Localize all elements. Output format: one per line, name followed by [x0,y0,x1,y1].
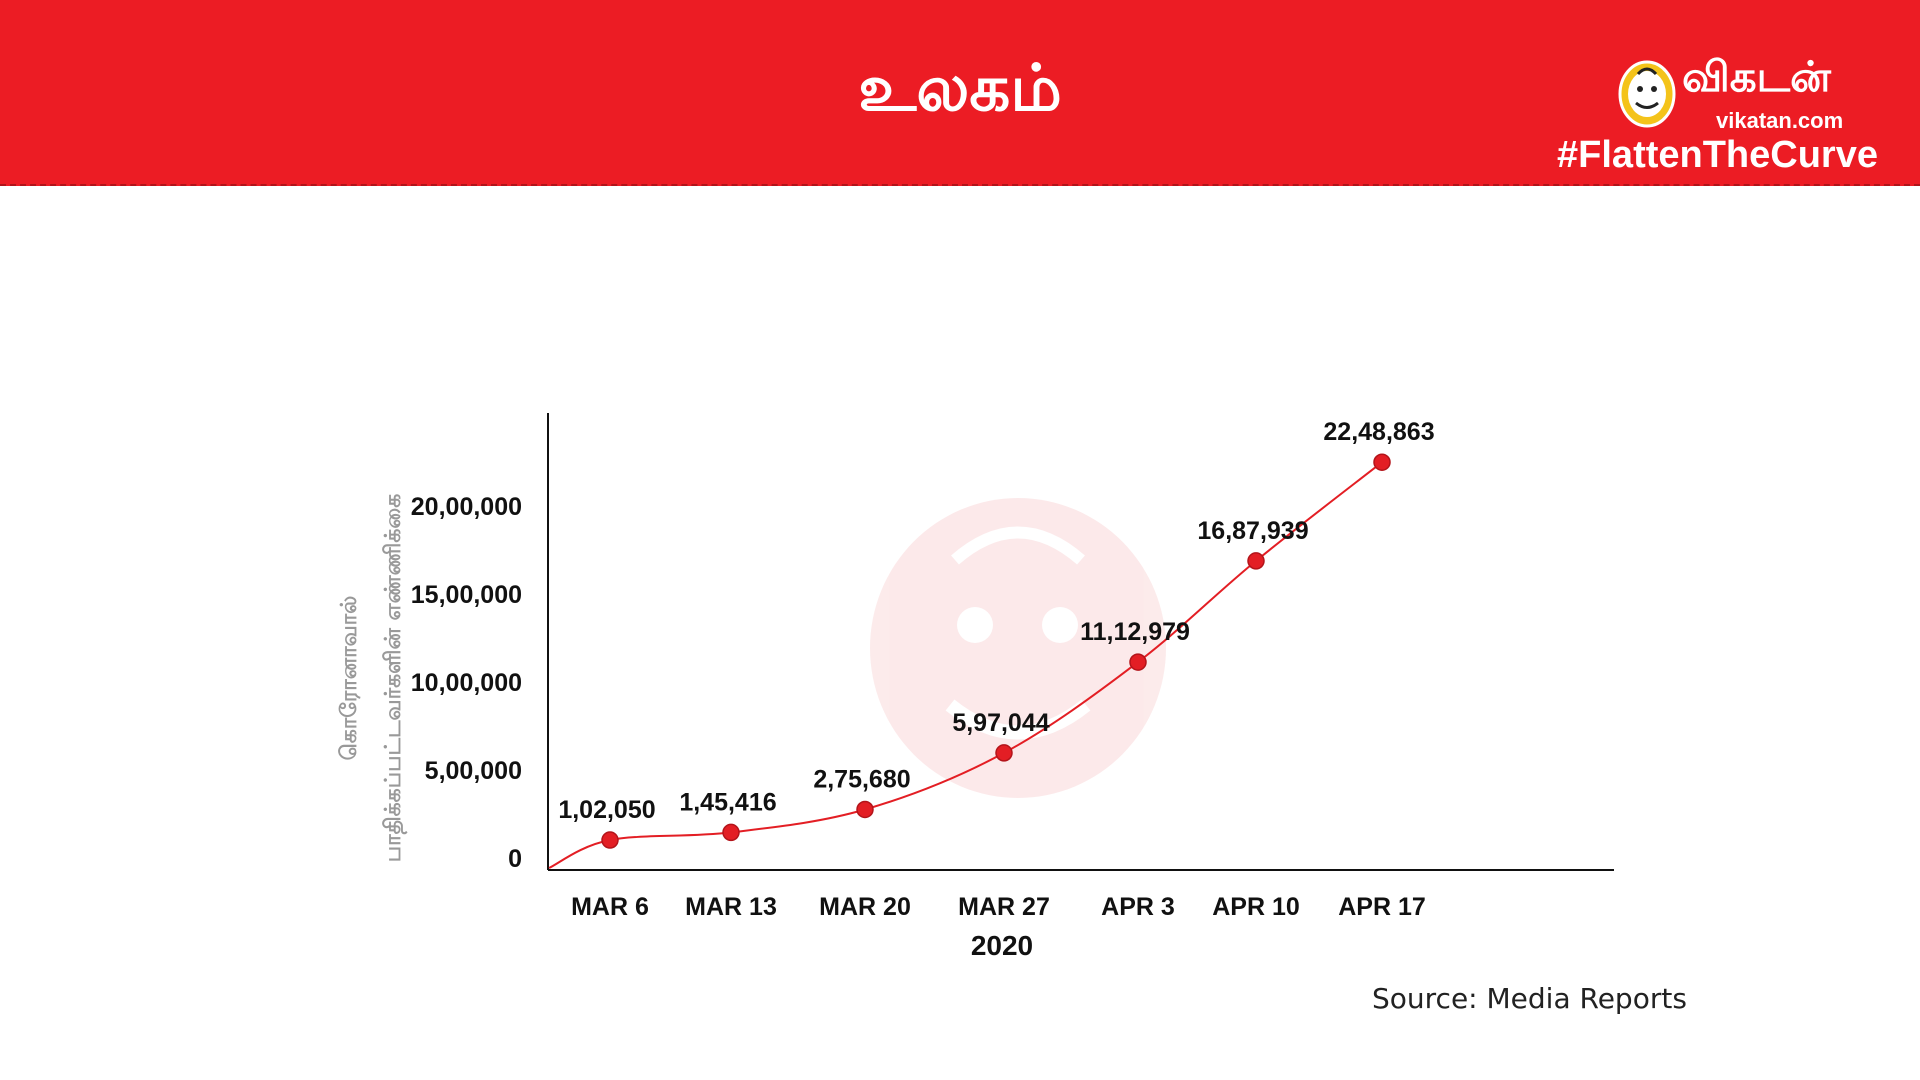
vikatan-mascot-icon [1618,60,1676,128]
x-tick-label: MAR 20 [819,893,911,921]
brand-logo[interactable]: விகடன் vikatan.com [1616,52,1876,133]
page-title: உலகம் [858,52,1062,126]
x-tick-label: MAR 13 [685,893,777,921]
brand-name: விகடன் [1682,52,1831,101]
data-point [722,823,740,842]
source-note: Source: Media Reports [1372,982,1687,1015]
y-axis-title-line-2: பாதிக்கப்பட்டவர்களின் எண்ணிக்கை [381,494,408,863]
data-label: 11,12,979 [1080,618,1190,646]
data-label: 16,87,939 [1197,517,1308,545]
y-tick-label: 20,00,000 [411,493,522,521]
x-tick-label: MAR 27 [958,893,1050,921]
x-tick-label: MAR 6 [571,893,649,921]
y-tick-label: 10,00,000 [411,669,522,697]
x-tick-label: APR 10 [1212,893,1300,921]
data-label: 1,02,050 [558,796,655,824]
x-tick-label: APR 17 [1338,893,1426,921]
data-point [601,831,619,849]
header-banner: உலகம் விகடன் vikatan.com #FlattenTheCurv… [0,0,1920,186]
vikatan-mascot-watermark [870,498,1166,798]
data-point [1129,653,1147,671]
y-tick-label: 0 [508,845,522,873]
data-label: 2,75,680 [813,765,910,793]
data-label: 1,45,416 [679,788,776,816]
x-axis-title: 2020 [971,930,1033,961]
data-point [1373,453,1391,471]
data-label: 5,97,044 [952,709,1049,737]
y-tick-label: 5,00,000 [425,757,522,785]
data-label: 22,48,863 [1323,418,1434,446]
brand-url[interactable]: vikatan.com [1716,108,1844,133]
data-point [856,800,874,819]
y-tick-label: 15,00,000 [411,581,522,609]
hashtag: #FlattenTheCurve [1557,134,1878,176]
data-point [1247,552,1265,570]
x-tick-label: APR 3 [1101,893,1175,921]
data-point [995,744,1013,762]
y-axis-title-line-1: கொரோனாவால் [337,596,362,761]
